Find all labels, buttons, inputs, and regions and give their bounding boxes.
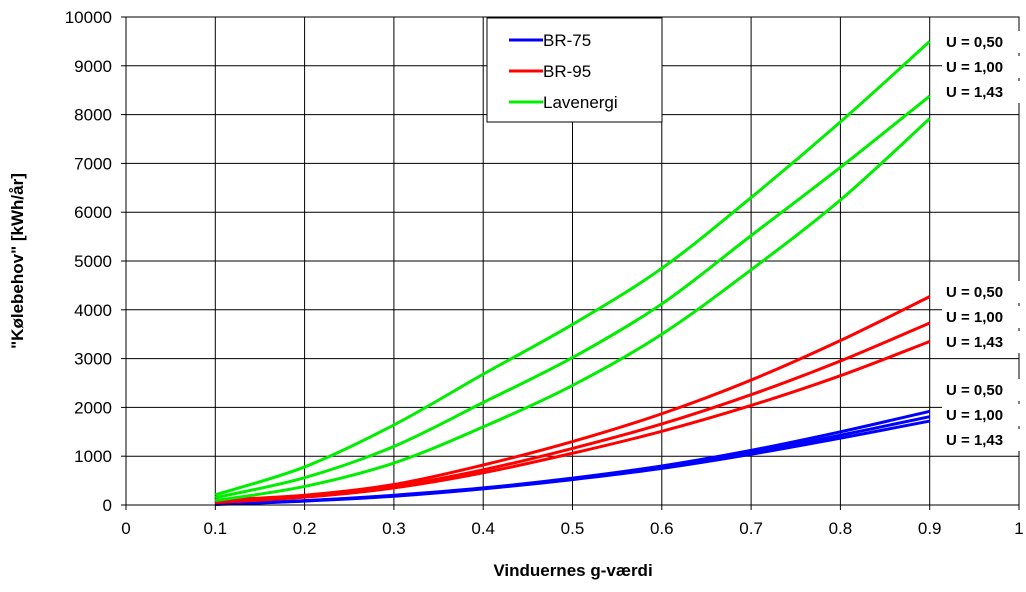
legend: BR-75 BR-95 Lavenergi [486,17,663,123]
x-tick-label: 0.3 [382,519,406,538]
x-tick-label: 0.2 [293,519,317,538]
u-value-label: U = 1,43 [946,432,1003,449]
y-tick-label: 6000 [74,203,112,222]
y-tick-label: 7000 [74,154,112,173]
x-axis-title: Vinduernes g-værdi [493,561,652,580]
x-tick-label: 0.9 [918,519,942,538]
x-tick-label: 0.8 [829,519,853,538]
u-value-label: U = 0,50 [946,284,1003,301]
y-tick-label: 2000 [74,398,112,417]
legend-label: BR-95 [543,62,591,81]
u-label-background [942,31,1022,53]
y-tick-label: 1000 [74,447,112,466]
grid [126,17,1019,505]
u-value-labels: U = 0,50 U = 1,00 U = 1,43 U = 0,50 U = 1,00… [942,31,1022,451]
u-value-label: U = 1,00 [946,407,1003,424]
u-label-background [942,331,1022,353]
u-value-label: U = 1,00 [946,309,1003,326]
y-tick-label: 9000 [74,57,112,76]
x-tick-label: 0.1 [203,519,227,538]
u-label-background [942,429,1022,451]
y-tick-label: 5000 [74,252,112,271]
y-tick-label: 8000 [74,106,112,125]
series-line-lavenergi [215,117,931,503]
y-tick-label: 3000 [74,350,112,369]
u-label-background [942,404,1022,426]
x-tick-label: 0.7 [739,519,763,538]
u-value-label: U = 0,50 [946,382,1003,399]
series-line-br-75 [215,419,930,507]
u-label-background [942,81,1022,103]
u-label-background [942,56,1022,78]
u-label-background [942,306,1022,328]
y-tick-label: 10000 [65,8,112,27]
x-tick-label: 0.6 [650,519,674,538]
legend-label: Lavenergi [543,93,618,112]
y-tick-label: 4000 [74,301,112,320]
y-tick-label: 0 [103,496,112,515]
u-label-background [942,379,1022,401]
u-value-label: U = 1,43 [946,84,1003,101]
x-tick-label: 0.5 [561,519,585,538]
u-value-label: U = 1,43 [946,334,1003,351]
series-lines [214,40,931,507]
series-line-lavenergi [214,94,931,500]
x-tick-label: 1 [1014,519,1023,538]
x-axis-ticks: 0 0.1 0.2 0.3 0.4 0.5 0.6 0.7 0.8 0.9 1 [121,505,1024,538]
u-label-background [942,281,1022,303]
legend-label: BR-75 [543,31,591,50]
series-line-lavenergi [214,40,931,497]
y-axis-title: "Kølebehov" [kWh/år] [8,173,27,349]
x-tick-label: 0 [121,519,130,538]
u-value-label: U = 1,00 [946,59,1003,76]
x-tick-label: 0.4 [471,519,495,538]
series-line-br-95 [215,340,931,505]
y-axis-ticks: 0 1000 2000 3000 4000 5000 6000 7000 8000 9000 100… [65,8,126,515]
u-value-label: U = 0,50 [946,34,1003,51]
